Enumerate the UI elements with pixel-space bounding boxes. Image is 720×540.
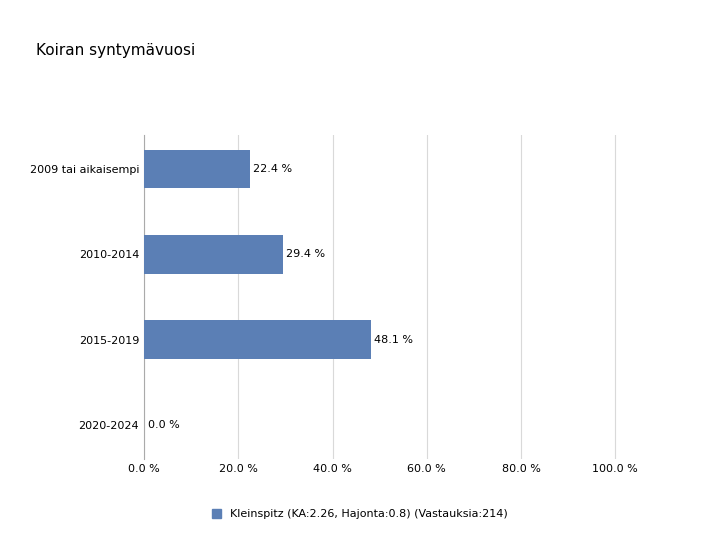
Bar [144,235,282,274]
Bar [144,150,250,188]
Legend: Kleinspitz (KA:2.26, Hajonta:0.8) (Vastauksia:214): Kleinspitz (KA:2.26, Hajonta:0.8) (Vasta… [208,505,512,524]
Text: Koiran syntymävuosi: Koiran syntymävuosi [36,43,195,58]
Text: 29.4 %: 29.4 % [287,249,325,259]
Text: 48.1 %: 48.1 % [374,335,413,345]
Bar [144,320,371,359]
Text: 22.4 %: 22.4 % [253,164,292,174]
Text: 0.0 %: 0.0 % [148,420,179,430]
